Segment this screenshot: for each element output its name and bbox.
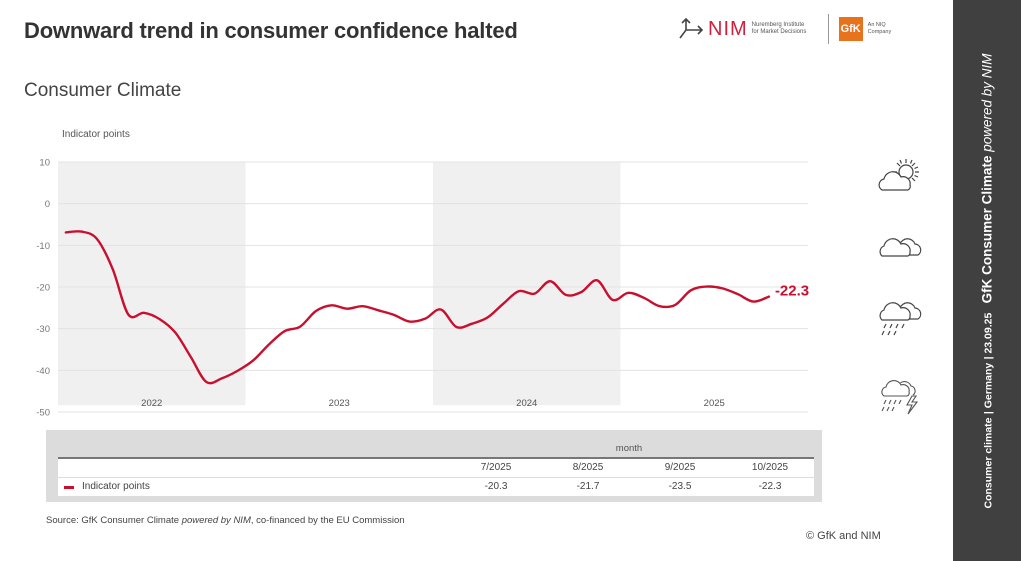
- x-year-label: 2022: [141, 398, 162, 409]
- x-year-label: 2023: [329, 398, 350, 409]
- gfk-subtitle-line: Company: [867, 29, 892, 35]
- table-column-header: 10/2025: [751, 462, 789, 473]
- y-axis-label: Indicator points: [62, 129, 130, 140]
- nim-logo-text: NIM: [708, 17, 748, 40]
- copyright: © GfK and NIM: [806, 530, 881, 542]
- table-group-header: month: [615, 443, 643, 454]
- y-tick-label: 0: [45, 199, 50, 210]
- sidebar-brand: GfK Consumer Climate powered by NIM: [980, 53, 995, 303]
- gfk-logo: GfK: [838, 17, 863, 41]
- y-tick-label: -50: [36, 408, 50, 419]
- y-tick-label: -10: [36, 241, 50, 252]
- sidebar-country: Germany: [982, 362, 995, 408]
- rain-cloud-icon: [879, 302, 922, 336]
- table-cell: -22.3: [758, 481, 782, 492]
- sidebar-text: Consumer climate | Germany | 23.09.25 Gf…: [980, 53, 995, 508]
- sidebar-date: 23.09.25: [982, 312, 995, 354]
- logo-bar: NIM Nuremberg Institute for Market Decis…: [678, 14, 908, 44]
- gfk-subtitle-line: An NIQ: [867, 22, 886, 28]
- sun-behind-cloud-icon: [878, 159, 919, 191]
- nim-subtitle-line: for Market Decisions: [751, 29, 807, 35]
- y-tick-label: 10: [39, 158, 50, 169]
- gfk-logo-subtitle: An NIQ Company: [868, 22, 908, 36]
- table-row: Indicator points -20.3 -21.7 -23.5 -22.3: [58, 478, 814, 496]
- legend-label: Indicator points: [82, 481, 150, 492]
- nim-arrow-icon: [679, 17, 704, 39]
- x-year-label: 2024: [516, 398, 537, 409]
- source-suffix: , co-financed by the EU Commission: [250, 515, 405, 526]
- y-tick-label: -20: [36, 283, 50, 294]
- table-column-header: 7/2025: [480, 462, 512, 473]
- y-tick-label: -30: [36, 324, 50, 335]
- legend-swatch: [64, 486, 74, 489]
- sidebar-separator: |: [982, 353, 995, 359]
- table-cell: -20.3: [484, 481, 508, 492]
- table-cell: -23.5: [668, 481, 692, 492]
- logo-divider: [827, 14, 829, 44]
- nim-logo-subtitle: Nuremberg Institute for Market Decisions: [752, 22, 822, 36]
- y-tick-label: -40: [36, 366, 50, 377]
- sidebar: Consumer climate | Germany | 23.09.25 Gf…: [953, 0, 1021, 561]
- source-italic: powered by NIM: [181, 515, 251, 526]
- line-chart: 10 0 -10 -20 -30 -40 -50 2022 2023 2024 2025 -22.3: [36, 158, 809, 419]
- thunderstorm-icon: [881, 380, 919, 415]
- chart-subtitle: Consumer Climate: [24, 80, 182, 101]
- data-table: month 7/2025 8/2025 9/2025 10/2025 Indic…: [46, 430, 822, 502]
- year-band-2022: [58, 162, 246, 406]
- table-header-row: 7/2025 8/2025 9/2025 10/2025: [58, 457, 814, 477]
- last-value-label: -22.3: [775, 283, 809, 300]
- table-cell: -21.7: [576, 481, 600, 492]
- year-band-2024: [433, 162, 621, 406]
- source-note: Source: GfK Consumer Climate powered by …: [46, 515, 405, 526]
- sidebar-brand-suffix: powered by NIM: [979, 52, 995, 152]
- table-column-header: 8/2025: [572, 462, 604, 473]
- page-title: Downward trend in consumer confidence ha…: [24, 18, 518, 43]
- nim-subtitle-line: Nuremberg Institute: [751, 22, 805, 28]
- sidebar-separator: |: [982, 407, 995, 414]
- sidebar-brand-name: GfK Consumer Climate: [979, 155, 995, 303]
- sidebar-topic: Consumer climate: [982, 416, 995, 509]
- x-year-label: 2025: [704, 398, 725, 409]
- table-column-header: 9/2025: [664, 462, 696, 473]
- source-prefix: Source: GfK Consumer Climate: [46, 515, 182, 526]
- cloud-icon: [879, 238, 922, 257]
- series-line: [64, 230, 771, 385]
